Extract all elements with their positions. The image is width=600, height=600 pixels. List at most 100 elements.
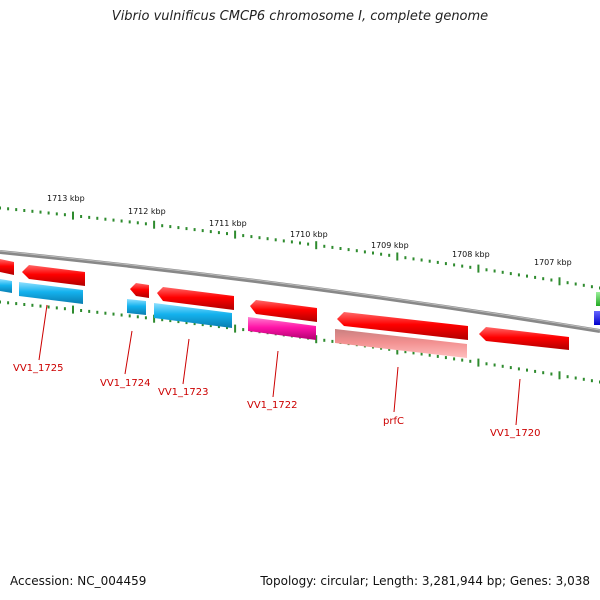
minor-tick [47, 211, 50, 215]
minor-tick [201, 323, 204, 327]
major-tick [315, 335, 318, 344]
minor-tick [582, 283, 585, 287]
minor-tick [517, 367, 520, 371]
minor-tick [493, 363, 496, 367]
minor-tick [331, 245, 334, 249]
minor-tick [307, 242, 310, 246]
gene-cyan-2[interactable] [19, 282, 83, 304]
gene-red-7[interactable] [479, 327, 569, 350]
minor-tick [412, 257, 415, 261]
minor-tick [185, 227, 188, 231]
minor-tick [420, 258, 423, 262]
minor-tick [177, 320, 180, 324]
minor-tick [347, 248, 350, 252]
minor-tick [120, 219, 123, 223]
minor-tick [7, 301, 10, 305]
minor-tick [566, 375, 569, 379]
minor-tick [461, 264, 464, 268]
minor-tick [226, 326, 228, 330]
major-tick [153, 220, 156, 229]
minor-tick [339, 247, 342, 250]
minor-tick [242, 234, 245, 238]
minor-tick [388, 347, 391, 351]
minor-tick [217, 325, 220, 329]
minor-tick [380, 252, 383, 256]
minor-tick [88, 215, 91, 219]
outer-scale-ticks [0, 206, 600, 290]
gene-label-vv1-1720[interactable]: VV1_1720 [490, 428, 541, 439]
minor-tick [428, 259, 431, 263]
gene-red-2[interactable] [22, 265, 85, 286]
minor-tick [185, 321, 188, 325]
major-tick [558, 277, 561, 286]
gene-cyan-4[interactable] [154, 303, 232, 328]
minor-tick [412, 351, 415, 355]
minor-tick [63, 213, 66, 217]
chromosome-backbone [0, 250, 600, 333]
minor-tick [217, 231, 220, 235]
page-title: Vibrio vulnificus CMCP6 chromosome I, co… [111, 9, 489, 24]
gene-label-prfc[interactable]: prfC [383, 416, 404, 427]
leader-prfc [393, 366, 399, 413]
minor-tick [63, 307, 66, 311]
minor-tick [31, 209, 34, 213]
major-tick [477, 264, 480, 273]
minor-tick [7, 207, 10, 211]
gene-magenta-1[interactable] [248, 317, 316, 340]
minor-tick [501, 270, 504, 274]
minor-tick [250, 235, 253, 239]
major-tick [72, 305, 74, 314]
minor-tick [112, 312, 115, 316]
minor-tick [299, 241, 301, 245]
chromosome-backbone-highlight [0, 250, 600, 331]
minor-tick [112, 218, 115, 222]
minor-tick [128, 220, 131, 224]
leader-vv1-1720 [515, 378, 521, 426]
scale-label-1711: 1711 kbp [209, 219, 247, 228]
gene-salmon-1[interactable] [335, 329, 467, 358]
gene-label-vv1-1724[interactable]: VV1_1724 [100, 378, 151, 389]
gene-red-4[interactable] [157, 287, 234, 310]
minor-tick [542, 371, 545, 375]
minor-tick [274, 238, 277, 242]
gene-green-1[interactable] [596, 292, 600, 306]
leader-vv1-1722 [272, 350, 279, 398]
gene-label-vv1-1722[interactable]: VV1_1722 [247, 400, 298, 411]
gene-red-6[interactable] [337, 312, 468, 340]
major-tick [153, 314, 156, 323]
minor-tick [258, 236, 261, 240]
minor-tick [96, 310, 99, 314]
gene-label-vv1-1723[interactable]: VV1_1723 [158, 387, 209, 398]
gene-blue-1[interactable] [594, 311, 600, 325]
minor-tick [161, 318, 164, 322]
minor-tick [128, 314, 131, 318]
gene-red-3[interactable] [130, 283, 149, 298]
gene-red-5[interactable] [250, 300, 317, 322]
minor-tick [444, 356, 447, 360]
major-tick [477, 358, 480, 367]
major-tick [558, 371, 561, 380]
genome-summary-text: Topology: circular; Length: 3,281,944 bp… [260, 574, 590, 588]
gene-red-1[interactable] [0, 259, 14, 275]
minor-tick [23, 209, 26, 212]
minor-tick [436, 354, 439, 358]
minor-tick [0, 300, 1, 304]
gene-cyan-3[interactable] [127, 299, 146, 315]
minor-tick [453, 357, 456, 361]
minor-tick [23, 303, 26, 306]
minor-tick [574, 376, 577, 380]
minor-tick [509, 366, 512, 370]
minor-tick [534, 369, 537, 373]
minor-tick [136, 315, 139, 319]
gene-cyan-1[interactable] [0, 279, 12, 293]
minor-tick [201, 229, 204, 233]
major-tick [315, 241, 318, 250]
minor-tick [436, 260, 439, 264]
minor-tick [444, 262, 447, 266]
scale-label-1713: 1713 kbp [47, 194, 85, 203]
minor-tick [39, 304, 42, 308]
gene-label-vv1-1725[interactable]: VV1_1725 [13, 363, 64, 374]
minor-tick [193, 322, 196, 326]
minor-tick [501, 364, 504, 368]
